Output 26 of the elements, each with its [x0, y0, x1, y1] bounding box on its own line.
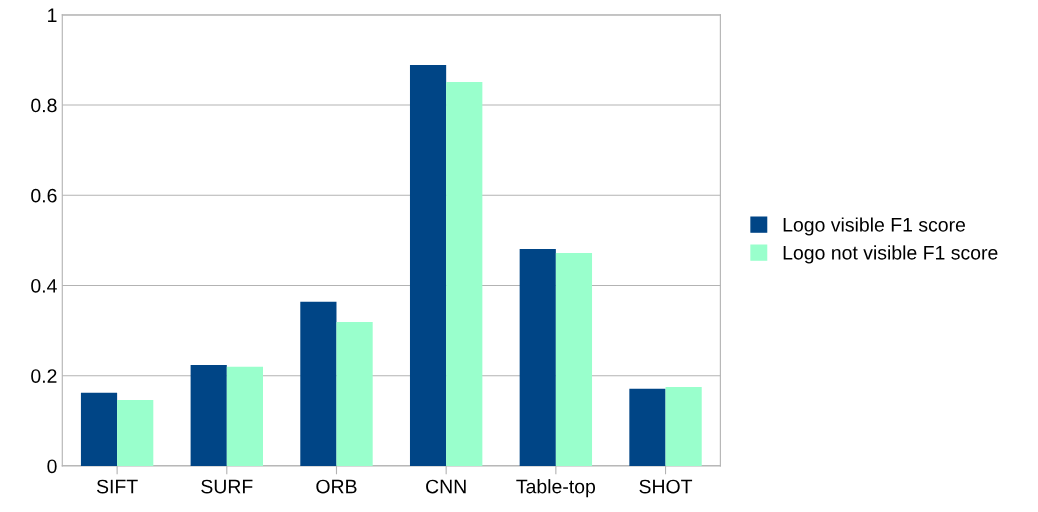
bar — [555, 253, 593, 466]
x-tick-label: SURF — [201, 479, 253, 494]
y-tick-label: 0.2 — [31, 369, 57, 383]
bar — [665, 386, 702, 466]
legend-label: Logo visible F1 score — [783, 217, 966, 236]
bar — [190, 364, 227, 466]
bar — [117, 400, 154, 466]
y-tick-label: 1 — [48, 8, 57, 22]
x-tick-label: Table-top — [516, 479, 596, 498]
x-tick-label: CNN — [426, 479, 466, 494]
bar — [226, 366, 263, 466]
bar — [80, 392, 118, 466]
legend-label: Logo not visible F1 score — [783, 245, 998, 264]
bar — [446, 82, 483, 466]
bar — [300, 301, 337, 466]
y-tick-label: 0.6 — [31, 188, 57, 203]
x-tick-label: SIFT — [96, 479, 138, 494]
x-tick-label: SHOT — [639, 479, 693, 494]
bar — [336, 322, 373, 466]
bar — [519, 248, 556, 466]
bar — [629, 388, 666, 466]
bar — [409, 64, 447, 466]
x-tick-label: ORB — [316, 479, 357, 494]
y-tick-label: 0 — [47, 459, 57, 474]
y-tick-label: 0.8 — [31, 98, 57, 113]
y-tick-label: 0.4 — [31, 278, 57, 293]
